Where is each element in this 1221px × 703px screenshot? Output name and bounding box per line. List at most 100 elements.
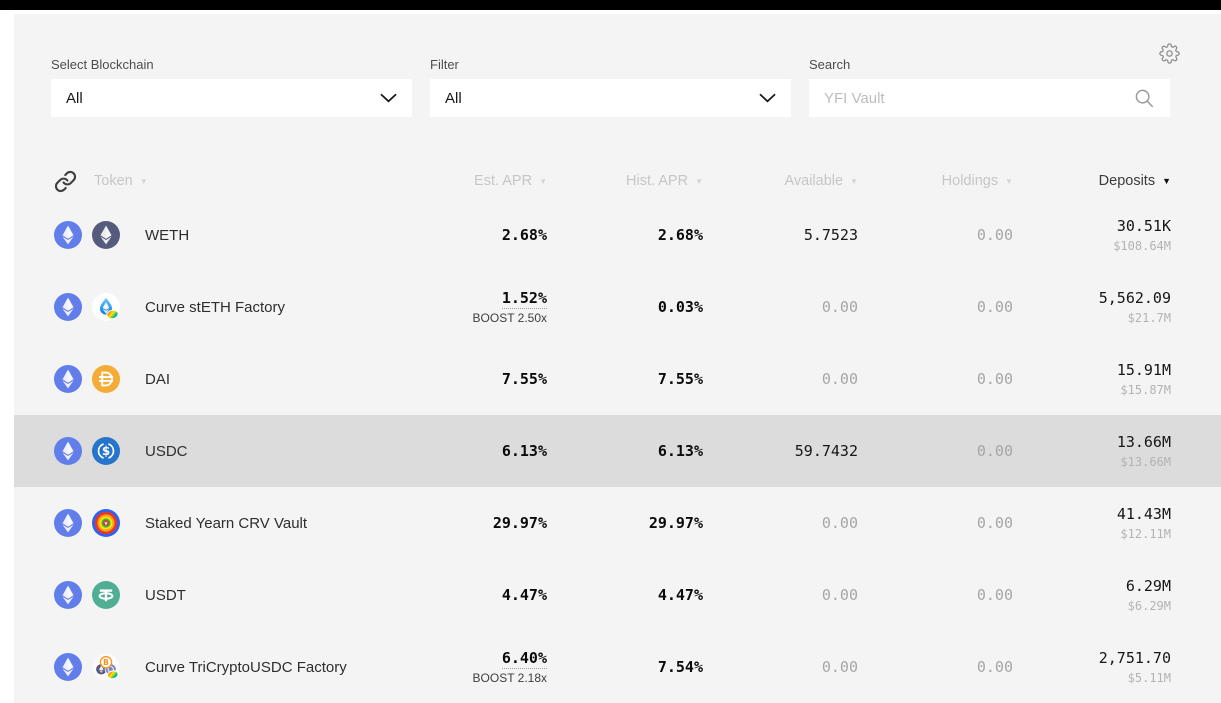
est-apr-value: 29.97%: [492, 514, 547, 532]
gear-icon: [1159, 43, 1180, 68]
ethereum-chain-icon: [54, 653, 82, 681]
filter-select-group: Filter All: [430, 57, 791, 117]
deposits-value: 6.29M $6.29M: [1013, 577, 1171, 613]
boost-badge: BOOST 2.18x: [472, 671, 547, 685]
est-apr-value: 1.52% BOOST 2.50x: [397, 289, 547, 325]
available-value: 0.00: [821, 514, 858, 532]
weth-token-icon: [92, 221, 120, 249]
token-name: Curve TriCryptoUSDC Factory: [145, 658, 347, 676]
chevron-down-icon: [759, 93, 776, 103]
ethereum-chain-icon: [54, 365, 82, 393]
deposits-usd-value: $15.87M: [1120, 383, 1171, 397]
table-row[interactable]: B Curve TriCryptoUSDC Factory 6.40% BOOST 2…: [14, 631, 1221, 703]
deposits-usd-value: $6.29M: [1127, 599, 1171, 613]
column-header-available[interactable]: Available ▼: [784, 173, 858, 189]
table-row[interactable]: $ USDC 6.13% 6.13% 59.7432 0.00 13.66M $13.66M: [14, 415, 1221, 487]
ethereum-chain-icon: [54, 509, 82, 537]
ethereum-chain-icon: [54, 581, 82, 609]
blockchain-select-group: Select Blockchain All: [51, 57, 412, 117]
blockchain-select-value: All: [66, 89, 83, 107]
token-name: USDT: [145, 586, 186, 604]
deposits-value: 30.51K $108.64M: [1013, 217, 1171, 253]
sort-triangle-icon: ▼: [1162, 176, 1171, 186]
blockchain-select-label: Select Blockchain: [51, 57, 154, 72]
usdc-token-icon: $: [92, 437, 120, 465]
sort-triangle-icon: ▼: [850, 177, 858, 186]
holdings-value: 0.00: [976, 586, 1013, 604]
deposits-usd-value: $13.66M: [1120, 455, 1171, 469]
usdt-token-icon: [92, 581, 120, 609]
vaults-panel: Select Blockchain All Filter All Search: [14, 14, 1221, 703]
sort-triangle-icon: ▼: [1005, 177, 1013, 186]
table-row[interactable]: USDT 4.47% 4.47% 0.00 0.00 6.29M $6.29M: [14, 559, 1221, 631]
ethereum-chain-icon: [54, 293, 82, 321]
token-name: Staked Yearn CRV Vault: [145, 514, 308, 532]
stycrv-token-icon: [92, 509, 120, 537]
available-value: 0.00: [821, 370, 858, 388]
deposits-usd-value: $5.11M: [1127, 671, 1171, 685]
filter-select-value: All: [445, 89, 462, 107]
settings-button[interactable]: [1159, 43, 1181, 65]
dai-token-icon: [92, 365, 120, 393]
holdings-value: 0.00: [976, 298, 1013, 316]
holdings-value: 0.00: [976, 442, 1013, 460]
table-row[interactable]: WETH 2.68% 2.68% 5.7523 0.00 30.51K $108.64M: [14, 199, 1221, 271]
svg-text:$: $: [102, 444, 110, 458]
search-label: Search: [809, 57, 851, 72]
ethereum-chain-icon: [54, 221, 82, 249]
est-apr-value: 2.68%: [501, 226, 547, 244]
table-row[interactable]: DAI 7.55% 7.55% 0.00 0.00 15.91M $15.87M: [14, 343, 1221, 415]
column-header-deposits[interactable]: Deposits ▼: [1098, 173, 1171, 189]
deposits-value: 15.91M $15.87M: [1013, 361, 1171, 397]
svg-text:B: B: [103, 658, 109, 667]
est-apr-value: 4.47%: [501, 586, 547, 604]
available-value: 0.00: [821, 586, 858, 604]
table-row[interactable]: Staked Yearn CRV Vault 29.97% 29.97% 0.00 0.…: [14, 487, 1221, 559]
boost-badge: BOOST 2.50x: [472, 311, 547, 325]
table-row[interactable]: Curve stETH Factory 1.52% BOOST 2.50x 0.03%…: [14, 271, 1221, 343]
hist-apr-value: 7.54%: [657, 658, 703, 676]
hist-apr-value: 6.13%: [657, 442, 703, 460]
available-value: 0.00: [821, 298, 858, 316]
holdings-value: 0.00: [976, 226, 1013, 244]
deposits-value: 13.66M $13.66M: [1013, 433, 1171, 469]
column-header-est-apr[interactable]: Est. APR ▼: [474, 173, 547, 189]
column-header-hist-apr[interactable]: Hist. APR ▼: [626, 173, 703, 189]
hist-apr-value: 4.47%: [657, 586, 703, 604]
deposits-value: 5,562.09 $21.7M: [1013, 289, 1171, 325]
column-header-token[interactable]: Token ▼: [94, 173, 148, 189]
chevron-down-icon: [380, 93, 397, 103]
deposits-usd-value: $108.64M: [1113, 239, 1171, 253]
sort-triangle-icon: ▼: [695, 177, 703, 186]
search-box: [809, 79, 1170, 117]
top-black-bar: [0, 0, 1221, 10]
deposits-usd-value: $12.11M: [1120, 527, 1171, 541]
holdings-value: 0.00: [976, 370, 1013, 388]
search-icon: [1133, 87, 1155, 109]
holdings-value: 0.00: [976, 658, 1013, 676]
token-name: DAI: [145, 370, 171, 388]
holdings-value: 0.00: [976, 514, 1013, 532]
filter-select[interactable]: All: [430, 79, 791, 117]
filter-select-label: Filter: [430, 57, 459, 72]
est-apr-value: 6.13%: [501, 442, 547, 460]
sort-triangle-icon: ▼: [139, 177, 148, 186]
column-header-holdings[interactable]: Holdings ▼: [941, 173, 1013, 189]
chain-link-icon: [54, 170, 77, 193]
hist-apr-value: 2.68%: [657, 226, 703, 244]
table-header: Token ▼ Est. APR ▼ Hist. APR ▼ Available ▼ H…: [54, 163, 1171, 199]
vault-list: WETH 2.68% 2.68% 5.7523 0.00 30.51K $108.64M Cu…: [14, 199, 1221, 703]
deposits-value: 41.43M $12.11M: [1013, 505, 1171, 541]
hist-apr-value: 0.03%: [657, 298, 703, 316]
search-group: Search: [809, 57, 1170, 117]
available-value: 59.7432: [794, 442, 858, 460]
available-value: 0.00: [821, 658, 858, 676]
token-name: WETH: [145, 226, 190, 244]
search-input[interactable]: [824, 89, 1125, 107]
blockchain-select[interactable]: All: [51, 79, 412, 117]
ethereum-chain-icon: [54, 437, 82, 465]
deposits-usd-value: $21.7M: [1127, 311, 1171, 325]
token-name: USDC: [145, 442, 188, 460]
est-apr-value: 7.55%: [501, 370, 547, 388]
token-name: Curve stETH Factory: [145, 298, 286, 316]
